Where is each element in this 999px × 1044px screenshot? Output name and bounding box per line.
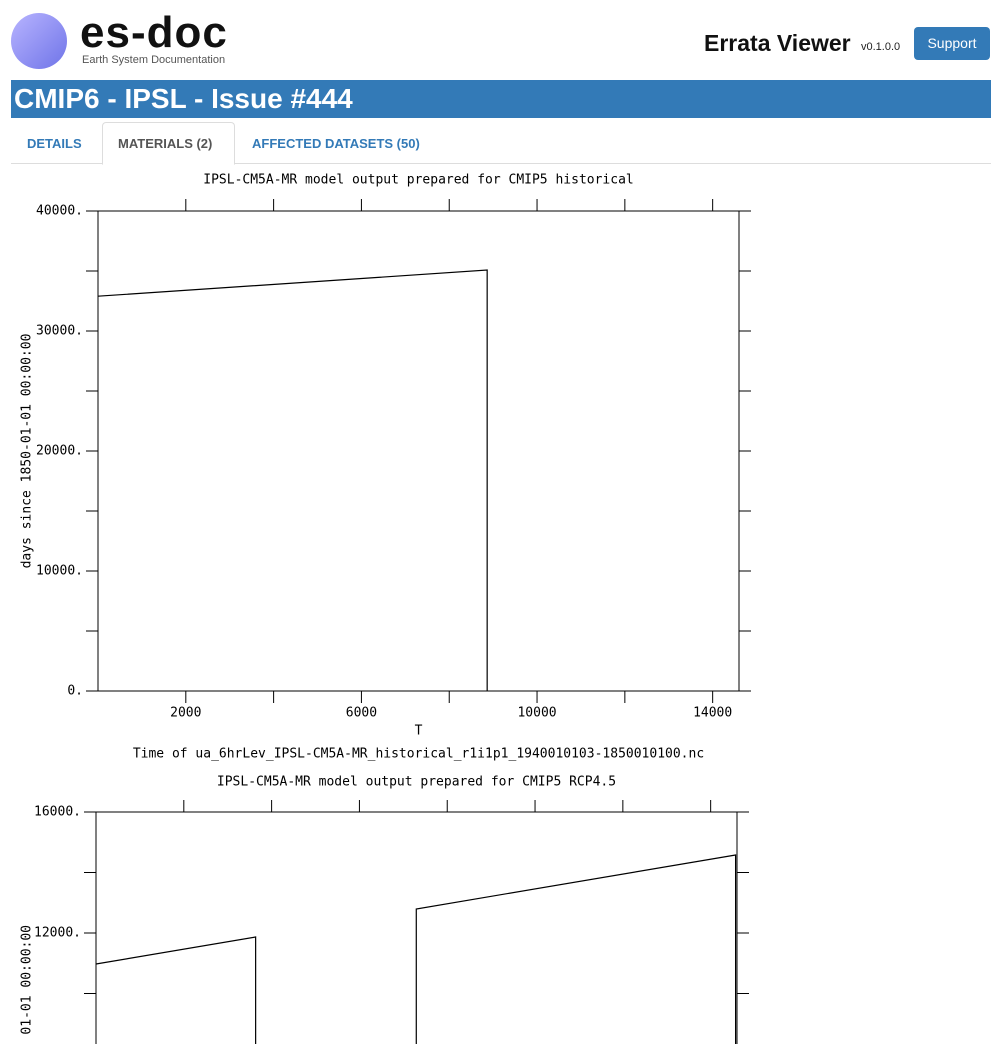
y-tick-label: 16000. <box>34 805 81 820</box>
x-tick-label: 2000 <box>170 706 201 721</box>
tab[interactable]: MATERIALS (2) <box>118 136 213 151</box>
support-button[interactable]: Support <box>914 27 990 60</box>
logo-subtitle: Earth System Documentation <box>82 54 226 66</box>
y-axis-label: 01-01 00:00:00 <box>20 925 35 1035</box>
tab[interactable]: DETAILS <box>27 136 82 151</box>
y-tick-label: 10000. <box>36 564 83 579</box>
data-line <box>97 269 488 691</box>
x-tick-label: 6000 <box>346 706 377 721</box>
y-tick-label: 30000. <box>36 324 83 339</box>
plot-frame <box>97 210 740 692</box>
y-tick-label: 0. <box>67 684 83 699</box>
y-tick-label: 40000. <box>36 204 83 219</box>
x-tick-label: 14000 <box>693 706 732 721</box>
x-tick-label: 10000 <box>517 706 556 721</box>
tab[interactable]: AFFECTED DATASETS (50) <box>252 136 420 151</box>
y-axis-label: days since 1850-01-01 00:00:00 <box>20 334 35 569</box>
chart-title: IPSL-CM5A-MR model output prepared for C… <box>203 173 633 188</box>
tab-divider <box>11 163 991 164</box>
chart-title: IPSL-CM5A-MR model output prepared for C… <box>217 775 616 790</box>
page-title: CMIP6 - IPSL - Issue #444 <box>14 83 353 114</box>
active-tab-box <box>102 122 235 165</box>
y-tick-label: 12000. <box>34 926 81 941</box>
caption: Time of ua_6hrLev_IPSL-CM5A-MR_historica… <box>133 747 704 762</box>
x-axis-label: T <box>415 724 423 739</box>
logo-title: es-doc <box>80 8 228 57</box>
banner <box>11 80 991 118</box>
app-title: Errata Viewer <box>704 30 851 56</box>
version: v0.1.0.0 <box>861 41 901 53</box>
data-line <box>95 854 737 1044</box>
logo <box>11 13 67 69</box>
y-tick-label: 20000. <box>36 444 83 459</box>
